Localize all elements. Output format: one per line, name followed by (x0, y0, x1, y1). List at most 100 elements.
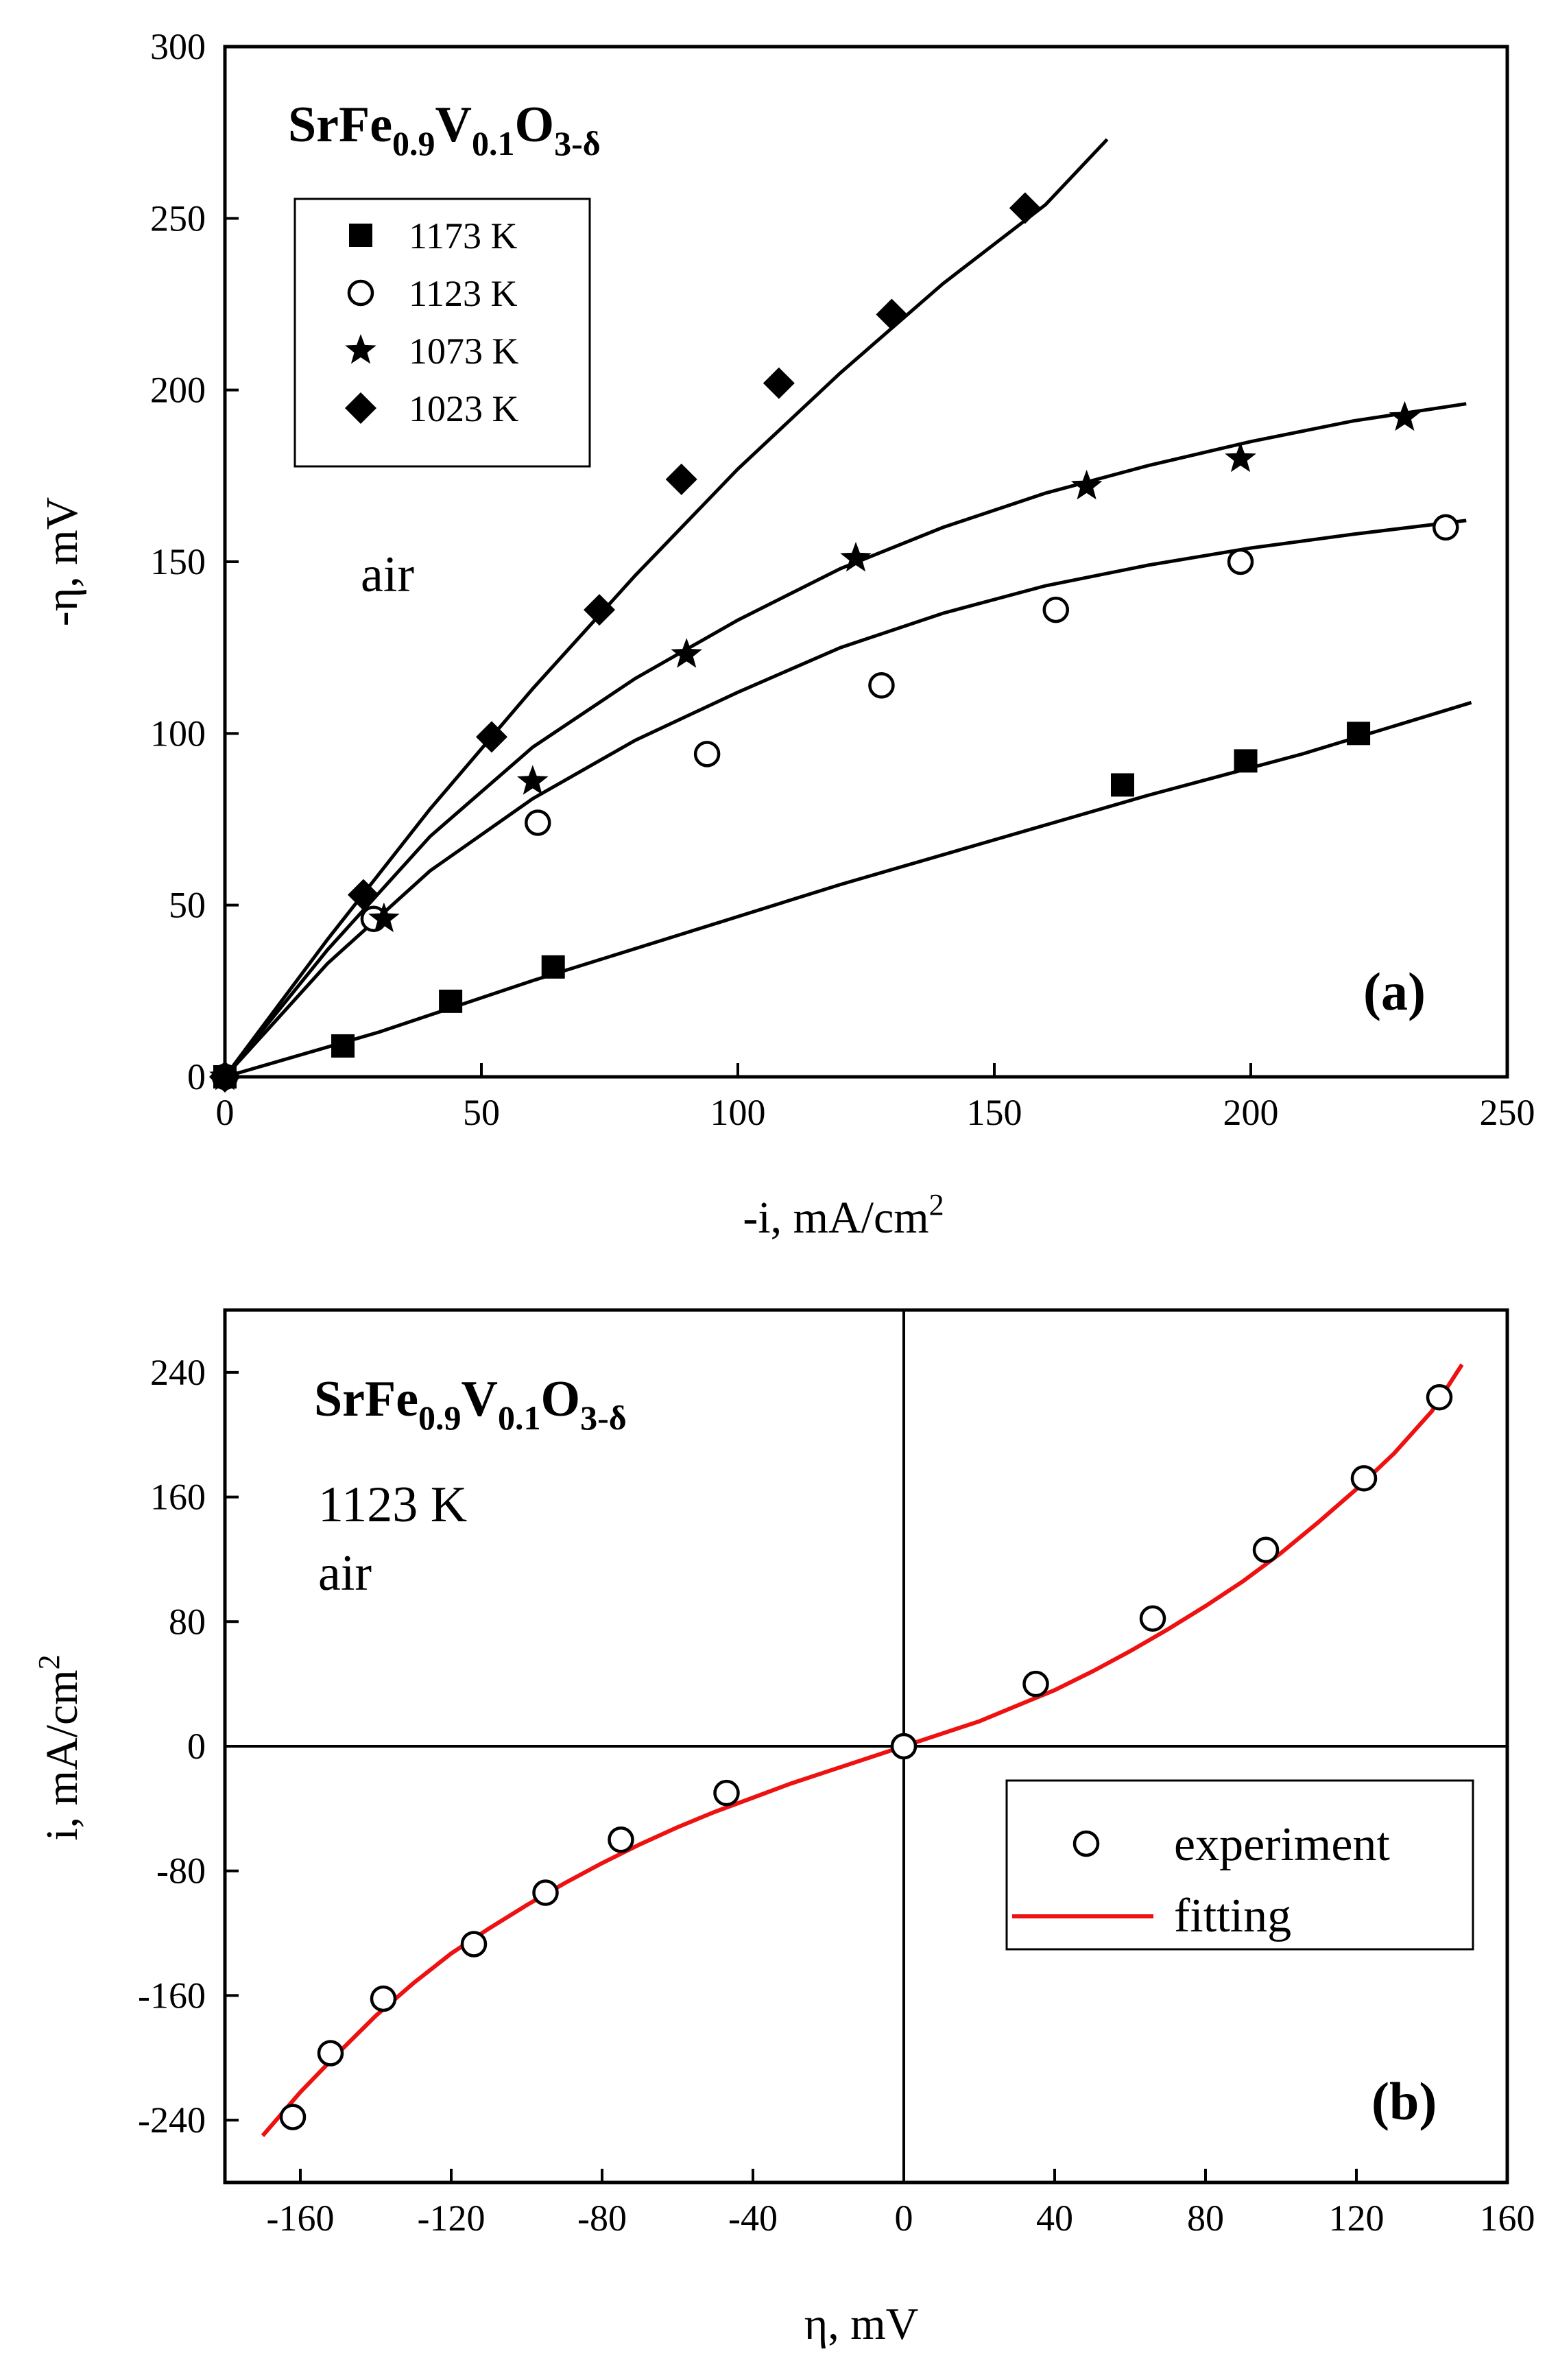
panel-a-y-tick-label: 50 (169, 885, 206, 926)
legend-marker-1023-K (345, 392, 376, 424)
legend-label-experiment: experiment (1174, 1818, 1390, 1871)
legend-marker-1123-K (347, 279, 374, 307)
panel-a-x-tick-label: 200 (1223, 1092, 1279, 1133)
panel-b-y-tick-label: -160 (138, 1975, 206, 2016)
panel-b-x-axis-label: η, mV (804, 2299, 919, 2349)
experiment-point (1022, 1670, 1049, 1698)
panel-a-y-tick-label: 150 (150, 541, 206, 582)
panel-a-y-tick-label: 200 (150, 370, 206, 411)
legend-label: 1123 K (409, 273, 518, 314)
panel-a-legend-box (293, 198, 591, 468)
experiment-point (1139, 1605, 1166, 1632)
data-point-1173-K (331, 1034, 355, 1058)
panel-b-x-tick-label: 40 (1036, 2198, 1073, 2239)
panel-a-y-tick-label: 100 (150, 713, 206, 754)
data-point-1073-K (1070, 469, 1103, 500)
legend-label: 1073 K (409, 331, 519, 372)
experiment-point (370, 1985, 397, 2012)
panel-a-ticks: 0 50 100 150 200 250 0 50 100 150 200 250 300 (150, 26, 1535, 1133)
data-point-1123-K (1042, 596, 1070, 623)
panel-b-legend: experiment fitting (1005, 1779, 1474, 1951)
fit-line-1123-K (224, 519, 1467, 1078)
panel-a-points (209, 192, 1459, 1093)
fit-line-1073-K (224, 402, 1467, 1078)
panel-a-y-tick-label: 0 (187, 1056, 206, 1097)
experiment-point (713, 1779, 740, 1807)
experiment-point (1426, 1383, 1453, 1411)
data-point-1023-K (209, 1061, 241, 1093)
legend-label-fitting: fitting (1174, 1890, 1291, 1942)
data-point-1023-K (665, 463, 697, 495)
panel-a-tag: (a) (1363, 962, 1426, 1021)
panel-b-x-tick-label: -80 (577, 2198, 627, 2239)
panel-b-y-tick-label: 160 (150, 1477, 206, 1518)
legend-marker-experiment (1072, 1830, 1100, 1857)
experiment-point (890, 1733, 918, 1760)
experiment-point (279, 2104, 307, 2130)
data-point-1123-K (1432, 514, 1459, 541)
fit-line-1173-K (224, 700, 1472, 1079)
panel-b-y-tick-label: 80 (169, 1601, 206, 1642)
panel-a-x-tick-label: 250 (1480, 1092, 1535, 1133)
data-point-1073-K (671, 638, 702, 668)
data-point-1023-K (584, 594, 616, 626)
panel-a-fit-lines (223, 138, 1472, 1079)
panel-b-y-tick-label: -80 (156, 1851, 206, 1892)
panel-b-y-tick-label: -240 (138, 2099, 206, 2141)
panel-a-y-tick-label: 300 (150, 26, 206, 67)
panel-a: 0 50 100 150 200 250 0 50 100 150 200 250 300 -i, mA… (37, 26, 1535, 1243)
data-point-1023-K (763, 367, 795, 399)
data-point-1073-K (840, 542, 872, 572)
panel-a-annotation-air: air (361, 547, 414, 603)
panel-a-legend: 1173 K 1123 K 1073 K 1023 K (293, 198, 591, 468)
data-point-1023-K (1009, 192, 1041, 224)
panel-b-legend-box (1005, 1779, 1474, 1951)
panel-b-points (279, 1383, 1453, 2130)
panel-b-y-tick-label: 240 (150, 1352, 206, 1393)
data-point-1073-K (517, 765, 549, 795)
panel-b-x-tick-label: 0 (895, 2198, 913, 2239)
panel-b-annotation-air: air (318, 1545, 372, 1602)
data-point-1173-K (1234, 749, 1258, 773)
experiment-point (1350, 1465, 1378, 1492)
legend-marker-1073-K (345, 334, 376, 364)
panel-b-x-tick-label: 160 (1480, 2198, 1535, 2239)
legend-label: 1023 K (409, 388, 519, 429)
data-point-1073-K (1389, 401, 1421, 431)
panel-a-x-tick-label: 50 (463, 1092, 500, 1133)
experiment-point (460, 1931, 488, 1957)
panel-b-y-tick-label: 0 (187, 1726, 206, 1767)
panel-a-y-tick-label: 250 (150, 198, 206, 239)
data-point-1123-K (693, 741, 721, 767)
data-point-1023-K (876, 298, 908, 331)
experiment-point (608, 1826, 634, 1853)
data-point-1023-K (475, 721, 507, 753)
data-point-1073-K (368, 902, 400, 933)
experiment-point (532, 1879, 559, 1906)
panel-b-x-tick-label: 80 (1187, 2198, 1224, 2239)
panel-a-x-tick-label: 0 (216, 1092, 235, 1133)
experiment-point (317, 2040, 344, 2067)
panel-b-ticks: -160 -120 -80 -40 0 40 80 120 160 -240 -160 -80 0 80 1… (138, 1352, 1535, 2239)
panel-b-y-axis-label: i, mA/cm2 (32, 1654, 87, 1840)
data-point-1123-K (1227, 548, 1254, 575)
data-point-1173-K (1347, 722, 1371, 746)
data-point-1173-K (1111, 773, 1134, 797)
legend-marker-1173-K (349, 224, 372, 247)
panel-b-x-tick-label: 120 (1329, 2198, 1385, 2239)
panel-b-x-tick-label: -120 (418, 2198, 486, 2239)
data-point-1173-K (439, 989, 463, 1013)
data-point-1123-K (525, 809, 551, 836)
legend-label: 1173 K (409, 215, 518, 257)
panel-b-x-tick-label: -40 (728, 2198, 778, 2239)
data-point-1073-K (1225, 442, 1256, 473)
data-point-1173-K (541, 955, 565, 979)
panel-b: -160 -120 -80 -40 0 40 80 120 160 -240 -160 -80 0 80 1… (32, 1308, 1535, 2349)
panel-b-compound: SrFe0.9V0.1O3-δ (314, 1371, 627, 1437)
panel-a-x-tick-label: 100 (710, 1092, 766, 1133)
panel-b-annotation-temp: 1123 K (318, 1477, 467, 1533)
panel-a-x-axis-label: -i, mA/cm2 (743, 1188, 944, 1243)
fit-line-1023-K (223, 138, 1109, 1078)
panel-b-tag: (b) (1371, 2071, 1437, 2131)
